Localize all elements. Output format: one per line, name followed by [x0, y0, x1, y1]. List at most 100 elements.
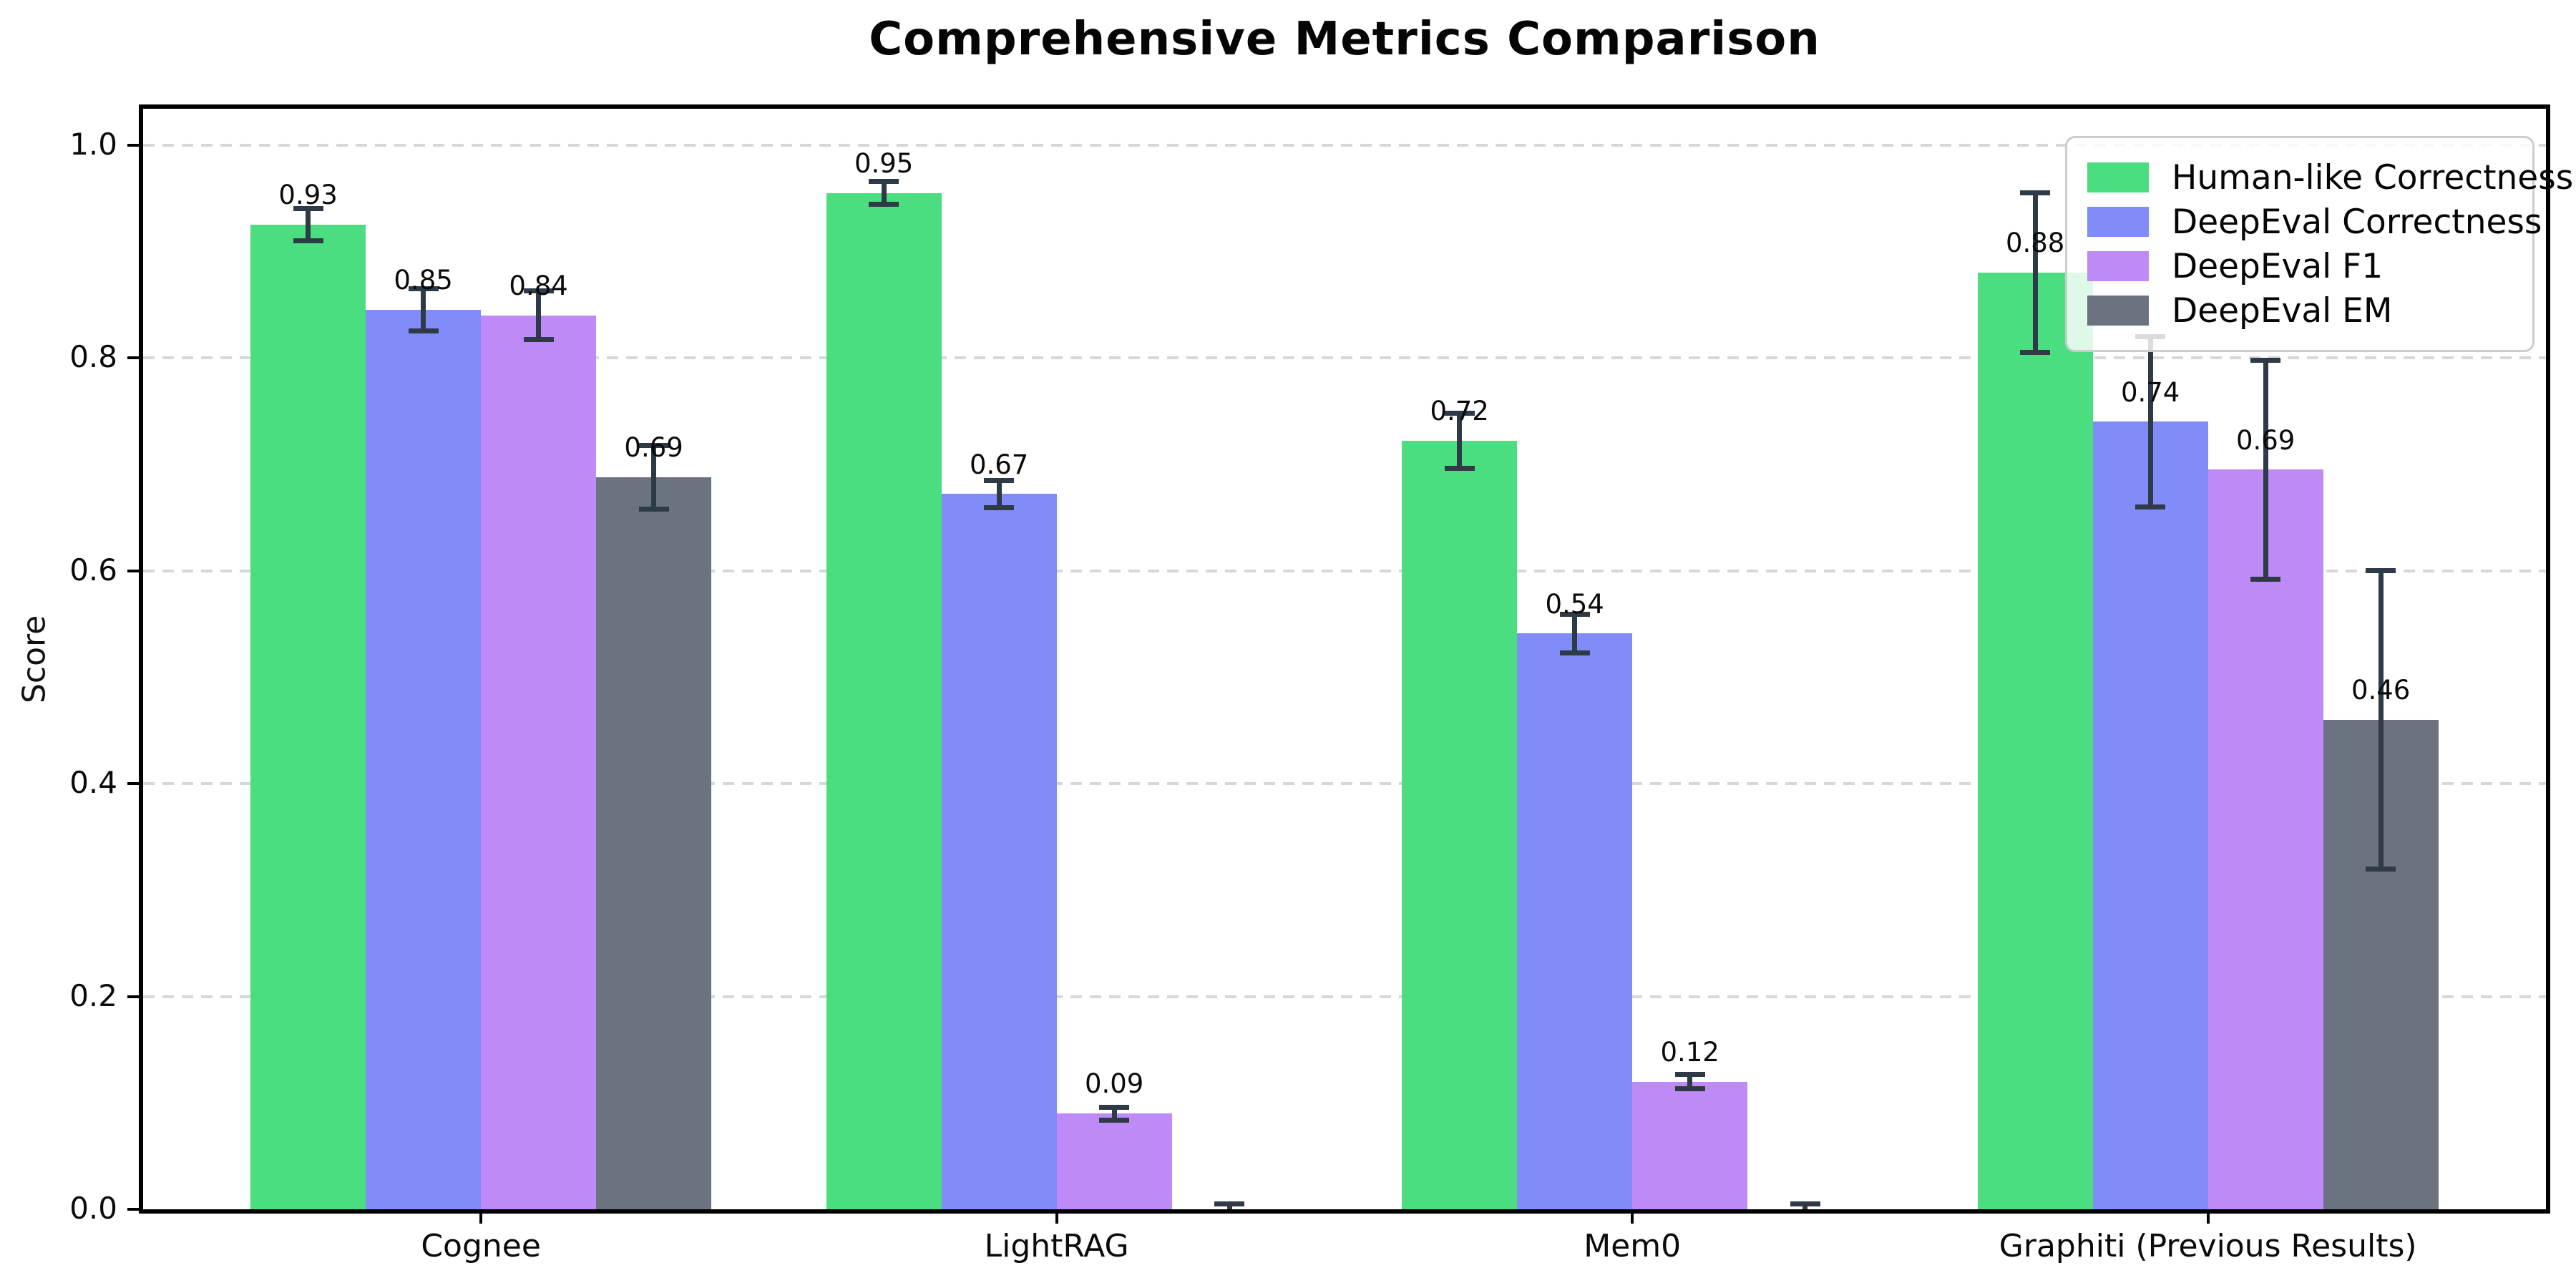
x-axis-tick — [1631, 1209, 1634, 1224]
gridline — [143, 995, 2546, 998]
bar — [1977, 273, 2093, 1209]
error-bar-cap-top — [293, 206, 323, 212]
error-bar-line — [996, 480, 1002, 508]
y-tick-label: 0.0 — [69, 1191, 117, 1226]
bar-value-label: 0.69 — [624, 431, 683, 463]
y-axis-label: Score — [16, 615, 53, 703]
y-tick-label: 0.2 — [69, 977, 117, 1013]
bar-value-label: 0.69 — [2235, 424, 2296, 456]
error-bar-line — [1802, 1204, 1808, 1209]
error-bar-line — [1226, 1204, 1232, 1209]
y-tick-label: 0.6 — [69, 552, 117, 587]
bar — [826, 192, 942, 1209]
legend-swatch — [2087, 162, 2149, 192]
error-bar-cap-top — [523, 288, 554, 293]
bar-value-label: 0.12 — [1660, 1036, 1719, 1068]
bar — [2207, 469, 2323, 1209]
error-bar-cap-top — [2250, 357, 2281, 363]
gridline — [143, 143, 2546, 147]
error-bar-cap-top — [2366, 568, 2396, 574]
y-axis-tick — [127, 569, 142, 572]
bar-value-label: 0.88 — [2005, 228, 2065, 259]
error-bar-cap-bottom — [2366, 866, 2396, 872]
bar-value-label: 0.54 — [1545, 588, 1604, 620]
legend-label: DeepEval F1 — [2172, 246, 2384, 286]
bar-value-label: 0.84 — [509, 270, 568, 301]
error-bar-line — [2378, 570, 2384, 869]
bar — [1632, 1081, 1748, 1209]
legend-swatch — [2087, 296, 2149, 326]
error-bar-line — [306, 208, 311, 241]
error-bar-cap-top — [2020, 190, 2051, 196]
chart-title: Comprehensive Metrics Comparison — [869, 13, 1820, 66]
y-tick-label: 0.8 — [69, 339, 117, 375]
bar — [481, 315, 597, 1209]
error-bar-line — [1457, 413, 1463, 469]
bar-value-label: 0.09 — [1084, 1068, 1144, 1100]
error-bar-line — [1572, 614, 1578, 653]
error-bar-cap-top — [1559, 612, 1590, 618]
bar — [250, 225, 366, 1209]
y-axis-tick — [127, 1208, 142, 1211]
error-bar-cap-top — [638, 442, 669, 448]
legend-label: DeepEval EM — [2172, 291, 2393, 331]
error-bar-cap-bottom — [2135, 504, 2166, 509]
error-bar-cap-top — [1444, 410, 1475, 416]
legend-item: Human-like Correctness — [2087, 155, 2573, 200]
x-tick-label: Cognee — [421, 1228, 541, 1264]
legend-swatch — [2087, 207, 2149, 237]
bar — [1517, 633, 1633, 1209]
bar-value-label: 0.72 — [1430, 396, 1489, 427]
bar — [1402, 441, 1518, 1209]
error-bar-cap-bottom — [2250, 576, 2281, 582]
bar — [2092, 421, 2208, 1209]
error-bar-cap-top — [408, 286, 439, 291]
error-bar-cap-bottom — [1099, 1117, 1130, 1123]
error-bar-cap-top — [1790, 1201, 1820, 1207]
gridline — [143, 782, 2546, 786]
error-bar-line — [651, 445, 657, 509]
error-bar-cap-top — [1099, 1104, 1130, 1110]
error-bar-line — [421, 288, 426, 331]
bar — [596, 477, 712, 1209]
legend-label: DeepEval Correctness — [2172, 202, 2542, 242]
bar — [366, 310, 482, 1209]
error-bar-cap-bottom — [293, 238, 323, 243]
gridline — [143, 569, 2546, 572]
error-bar-cap-top — [984, 477, 1015, 483]
x-tick-label: LightRAG — [984, 1228, 1129, 1264]
y-axis-tick — [127, 995, 142, 998]
bar-value-label: 0.67 — [969, 449, 1029, 480]
legend-swatch — [2087, 251, 2149, 281]
legend-label: Human-like Correctness — [2172, 157, 2574, 197]
legend: Human-like Correctness DeepEval Correctne… — [2065, 136, 2573, 352]
error-bar-cap-bottom — [638, 506, 669, 512]
error-bar-line — [881, 181, 887, 205]
y-axis-tick — [127, 143, 142, 147]
error-bar-cap-bottom — [2020, 350, 2051, 356]
x-tick-label: Mem0 — [1584, 1228, 1682, 1264]
error-bar-cap-top — [1674, 1071, 1705, 1077]
error-bar-line — [2032, 192, 2038, 353]
error-bar-cap-bottom — [1444, 466, 1475, 472]
error-bar-cap-bottom — [869, 202, 899, 208]
y-axis-tick — [127, 356, 142, 360]
bar — [941, 494, 1057, 1209]
error-bar-cap-bottom — [408, 328, 439, 334]
error-bar-line — [1111, 1107, 1117, 1121]
error-bar-cap-bottom — [1559, 650, 1590, 655]
error-bar-cap-top — [1214, 1201, 1245, 1207]
error-bar-cap-top — [869, 178, 899, 184]
bar-value-label: 0.85 — [394, 265, 453, 296]
error-bar-line — [536, 291, 542, 340]
bar-value-label: 0.74 — [2120, 376, 2180, 408]
bar-value-label: 0.95 — [854, 147, 914, 179]
legend-item: DeepEval F1 — [2087, 244, 2512, 288]
legend-item: DeepEval Correctness — [2087, 200, 2542, 244]
error-bar-cap-bottom — [523, 337, 554, 343]
legend-item: DeepEval EM — [2087, 288, 2512, 333]
error-bar-line — [2263, 360, 2268, 580]
x-axis-tick — [1055, 1209, 1058, 1224]
y-axis-tick — [127, 782, 142, 786]
